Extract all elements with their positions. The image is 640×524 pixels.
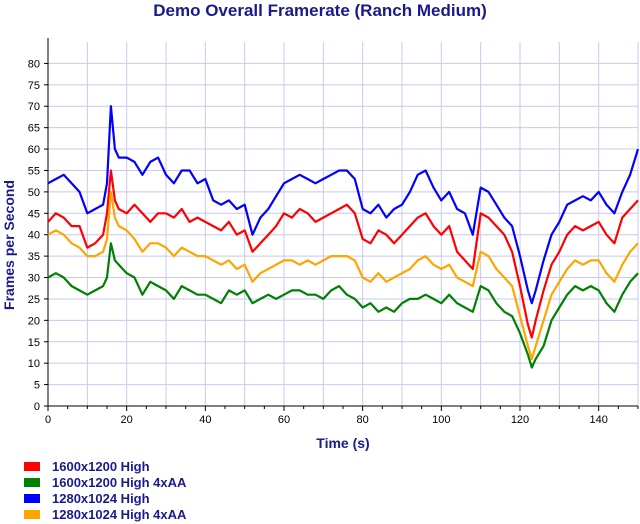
y-tick-label: 30 (28, 273, 40, 285)
series-line-1 (47, 169, 639, 339)
x-tick-label: 140 (589, 414, 607, 426)
y-tick-label: 10 (28, 358, 40, 370)
legend-swatch (24, 461, 40, 471)
y-tick-label: 15 (28, 337, 40, 349)
grid-layer (48, 42, 639, 406)
legend-item: 1600x1200 High 4xAA (24, 474, 186, 490)
legend-label: 1280x1024 High 4xAA (52, 506, 187, 522)
y-tick-label: 0 (34, 401, 40, 413)
x-tick-label: 120 (511, 414, 529, 426)
y-tick-label: 35 (28, 251, 40, 263)
x-axis-title: Time (s) (316, 435, 369, 451)
y-tick-label: 65 (28, 123, 40, 135)
y-tick-label: 80 (28, 58, 40, 70)
y-tick-label: 70 (28, 101, 40, 113)
legend-swatch (24, 477, 40, 487)
y-tick-label: 20 (28, 315, 40, 327)
legend-swatch (24, 509, 40, 519)
legend-swatch (24, 493, 40, 503)
series-line-2 (47, 242, 639, 369)
y-tick-label: 40 (28, 230, 40, 242)
chart-title: Demo Overall Framerate (Ranch Medium) (153, 1, 487, 20)
y-tick-label: 55 (28, 165, 40, 177)
legend: 1600x1200 High 1600x1200 High 4xAA 1280x10… (24, 458, 186, 522)
y-tick-label: 25 (28, 294, 40, 306)
legend-item: 1280x1024 High 4xAA (24, 506, 186, 522)
axes-layer: 0 5 10 15 20 25 30 35 40 45 50 55 60 65 70 75 80 0 20 40 60 8… (28, 38, 639, 426)
legend-label: 1280x1024 High (52, 490, 150, 506)
y-tick-label: 45 (28, 208, 40, 220)
y-tick-label: 5 (34, 380, 40, 392)
y-tick-label: 50 (28, 187, 40, 199)
legend-label: 1600x1200 High (52, 458, 150, 474)
series-line-3 (47, 105, 640, 305)
x-tick-label: 80 (357, 414, 369, 426)
x-tick-label: 60 (278, 414, 290, 426)
x-tick-label: 40 (199, 414, 211, 426)
series-line-4 (47, 190, 639, 360)
x-tick-label: 0 (45, 414, 51, 426)
y-axis-title: Frames per Second (1, 180, 17, 310)
x-tick-label: 100 (432, 414, 450, 426)
y-tick-label: 60 (28, 144, 40, 156)
y-tick-label: 75 (28, 80, 40, 92)
series-layer (47, 105, 640, 369)
legend-item: 1280x1024 High (24, 490, 186, 506)
legend-label: 1600x1200 High 4xAA (52, 474, 187, 490)
x-tick-label: 20 (121, 414, 133, 426)
legend-item: 1600x1200 High (24, 458, 186, 474)
